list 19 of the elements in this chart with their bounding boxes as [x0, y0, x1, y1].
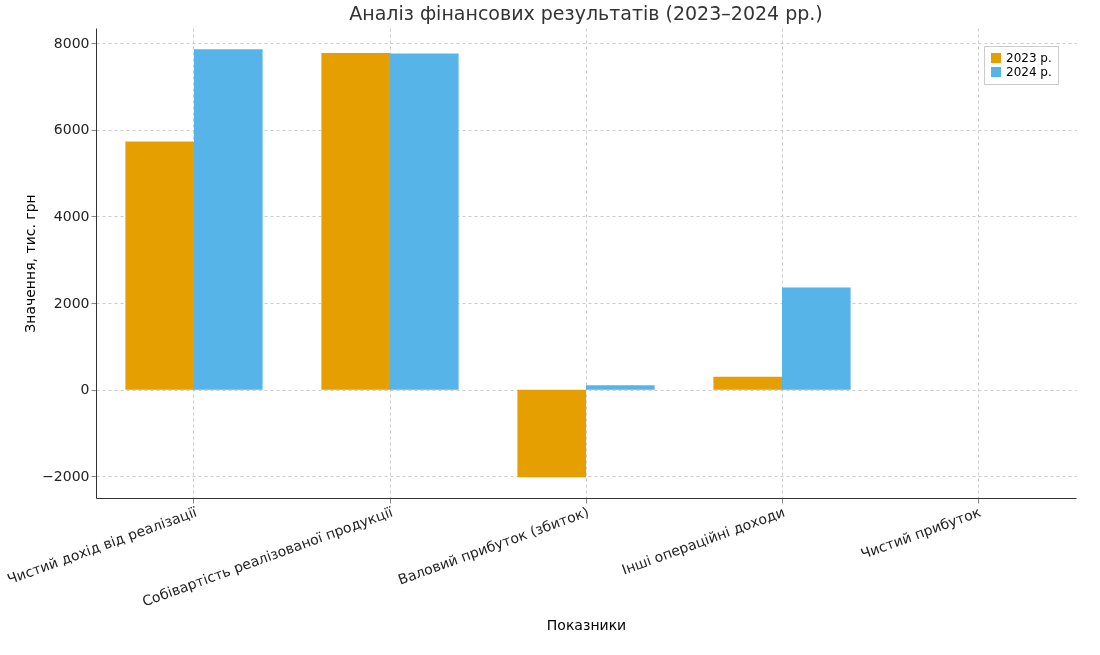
y-tick-label: 0 — [80, 381, 90, 398]
bar — [517, 389, 586, 478]
bar — [194, 49, 263, 390]
y-tick-label: 8000 — [53, 34, 90, 51]
y-tick-label: 6000 — [53, 121, 90, 138]
y-tick-label: 2000 — [53, 294, 90, 311]
chart-title: Аналіз фінансових результатів (2023–2024 рр.) — [349, 2, 823, 24]
bar — [125, 141, 194, 390]
y-tick-label: 4000 — [53, 207, 90, 224]
bar — [713, 376, 782, 390]
bar — [390, 53, 459, 390]
y-tick-label: −2000 — [42, 467, 90, 484]
bar — [586, 385, 655, 390]
legend-label: 2024 р. — [1006, 65, 1052, 79]
bar — [321, 53, 390, 390]
y-axis-title: Значення, тис. грн — [22, 194, 39, 333]
x-axis-title: Показники — [546, 617, 627, 634]
bar — [782, 287, 851, 390]
legend-label: 2023 р. — [1006, 51, 1052, 65]
